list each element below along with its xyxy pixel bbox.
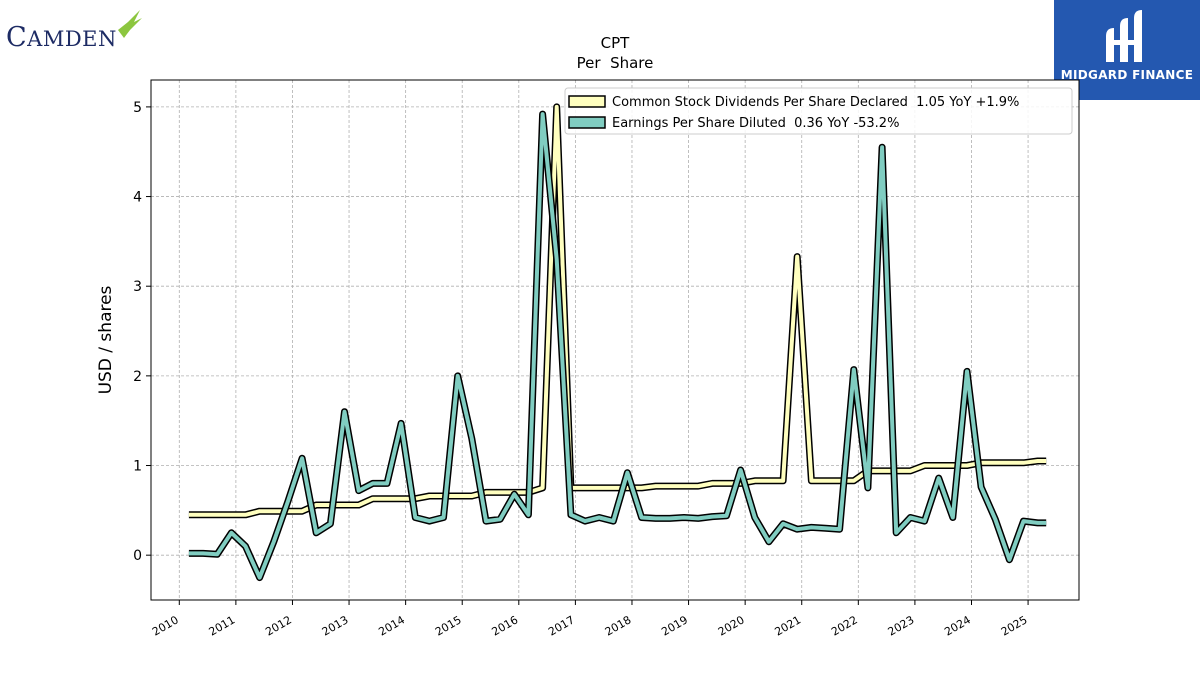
x-tick-label: 2025	[999, 613, 1030, 638]
y-axis-label: USD / shares	[96, 285, 116, 394]
x-tick-label: 2022	[829, 613, 860, 638]
x-tick-label: 2015	[433, 613, 464, 638]
x-tick-label: 2012	[263, 613, 294, 638]
legend-label-0: Common Stock Dividends Per Share Declare…	[612, 95, 1019, 110]
chart-subtitle: Per Share	[577, 54, 654, 72]
axes-frame	[150, 79, 1080, 601]
x-tick-label: 2010	[150, 613, 181, 638]
x-tick-label: 2024	[942, 613, 973, 638]
series-line-1	[188, 112, 1047, 580]
x-tick-label: 2018	[603, 613, 634, 638]
x-tick-label: 2019	[659, 613, 690, 638]
y-tick-label: 3	[133, 279, 142, 295]
x-tick-label: 2013	[320, 613, 351, 638]
camden-logo-text: CAMDEN	[6, 22, 117, 53]
legend-swatch-0	[568, 95, 606, 108]
y-tick-label: 0	[133, 548, 142, 564]
midgard-mark-icon	[1106, 10, 1142, 62]
x-tick-label: 2016	[490, 613, 521, 638]
x-tick-label: 2020	[716, 613, 747, 638]
x-tick-label: 2011	[207, 613, 238, 638]
legend-label-1: Earnings Per Share Diluted 0.36 YoY -53.…	[612, 116, 899, 131]
x-tick-label: 2017	[546, 613, 577, 638]
y-tick-label: 1	[133, 459, 142, 475]
x-tick-label: 2021	[772, 613, 803, 638]
camden-logo: CAMDEN	[6, 8, 146, 56]
x-tick-label: 2014	[376, 613, 407, 638]
y-tick-label: 4	[133, 190, 142, 206]
legend-swatch-1	[568, 116, 606, 129]
legend-box	[564, 87, 1073, 135]
midgard-logo-text: MIDGARD FINANCE	[1060, 68, 1194, 82]
y-tick-label: 5	[133, 100, 142, 116]
hummingbird-icon	[118, 10, 142, 38]
x-tick-label: 2023	[886, 613, 917, 638]
y-tick-label: 2	[133, 369, 142, 385]
chart-title: CPT	[601, 34, 631, 52]
